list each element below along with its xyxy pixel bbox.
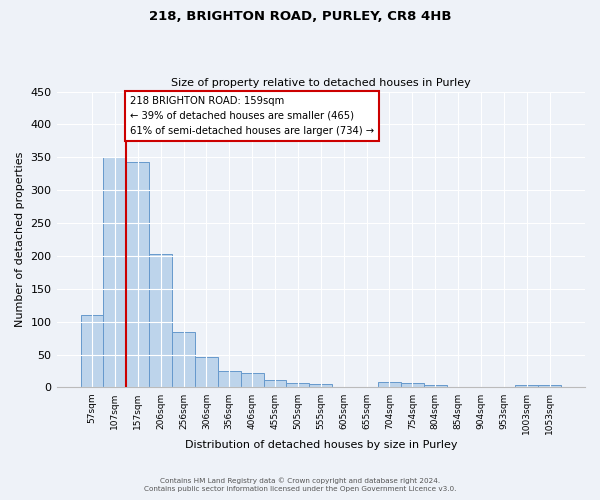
Title: Size of property relative to detached houses in Purley: Size of property relative to detached ho… — [171, 78, 470, 88]
Bar — [172, 332, 195, 388]
Bar — [241, 373, 263, 388]
Text: 218 BRIGHTON ROAD: 159sqm
← 39% of detached houses are smaller (465)
61% of semi: 218 BRIGHTON ROAD: 159sqm ← 39% of detac… — [130, 96, 374, 136]
Bar — [103, 158, 127, 388]
Y-axis label: Number of detached properties: Number of detached properties — [15, 152, 25, 327]
Bar — [80, 315, 103, 388]
Text: 218, BRIGHTON ROAD, PURLEY, CR8 4HB: 218, BRIGHTON ROAD, PURLEY, CR8 4HB — [149, 10, 451, 23]
Text: Contains HM Land Registry data © Crown copyright and database right 2024.
Contai: Contains HM Land Registry data © Crown c… — [144, 477, 456, 492]
Bar — [515, 385, 538, 388]
X-axis label: Distribution of detached houses by size in Purley: Distribution of detached houses by size … — [185, 440, 457, 450]
Bar — [378, 382, 401, 388]
Bar — [538, 386, 561, 388]
Bar — [424, 386, 446, 388]
Bar — [310, 384, 332, 388]
Bar — [127, 162, 149, 388]
Bar — [149, 254, 172, 388]
Bar — [263, 380, 286, 388]
Bar — [218, 371, 241, 388]
Bar — [286, 383, 310, 388]
Bar — [401, 383, 424, 388]
Bar — [195, 356, 218, 388]
